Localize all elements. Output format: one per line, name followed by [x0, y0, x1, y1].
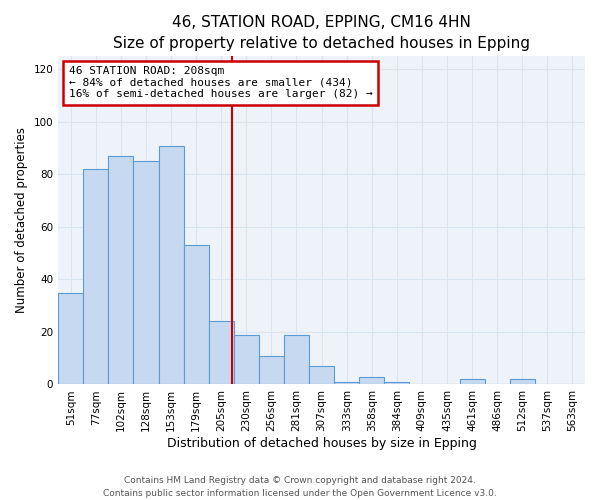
Bar [284, 334, 309, 384]
Text: Contains HM Land Registry data © Crown copyright and database right 2024.
Contai: Contains HM Land Registry data © Crown c… [103, 476, 497, 498]
Bar [259, 356, 284, 384]
Title: 46, STATION ROAD, EPPING, CM16 4HN
Size of property relative to detached houses : 46, STATION ROAD, EPPING, CM16 4HN Size … [113, 15, 530, 51]
Bar [184, 246, 209, 384]
Bar [158, 146, 184, 384]
Bar [133, 162, 158, 384]
Bar [83, 169, 109, 384]
Bar [309, 366, 334, 384]
Bar [510, 379, 535, 384]
Bar [209, 322, 234, 384]
Bar [109, 156, 133, 384]
Bar [385, 382, 409, 384]
Bar [334, 382, 359, 384]
Y-axis label: Number of detached properties: Number of detached properties [15, 128, 28, 314]
Bar [234, 334, 259, 384]
Bar [359, 376, 385, 384]
Text: 46 STATION ROAD: 208sqm
← 84% of detached houses are smaller (434)
16% of semi-d: 46 STATION ROAD: 208sqm ← 84% of detache… [69, 66, 373, 100]
X-axis label: Distribution of detached houses by size in Epping: Distribution of detached houses by size … [167, 437, 476, 450]
Bar [58, 292, 83, 384]
Bar [460, 379, 485, 384]
